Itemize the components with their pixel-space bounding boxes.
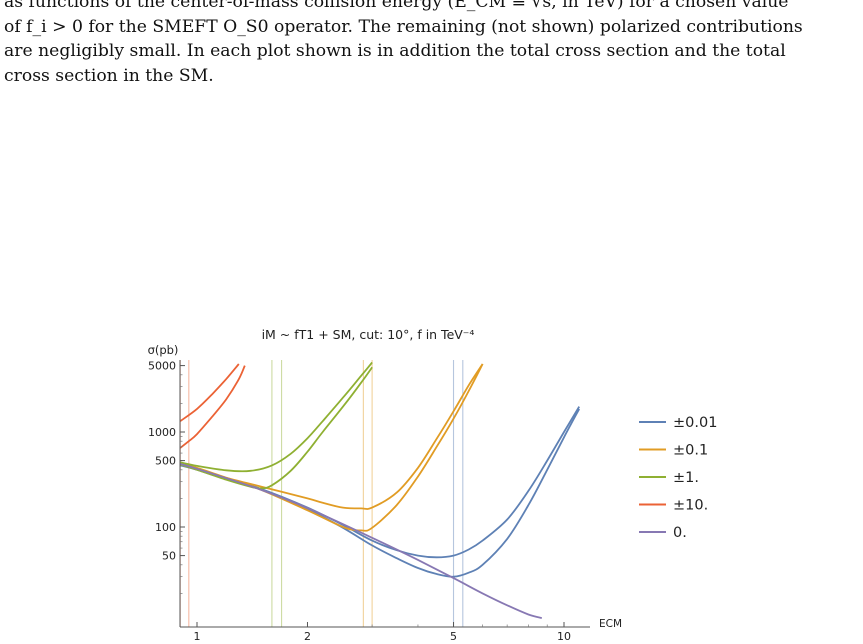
y-tick-label: 1000 bbox=[148, 426, 176, 439]
series-curve-5 bbox=[180, 366, 373, 490]
legend: ±0.01 ±0.1 ±1. ±10. 0. bbox=[639, 415, 717, 541]
legend-label-0: ±0.01 bbox=[673, 415, 717, 431]
caption-line-1: as functions of the center-of-mass colli… bbox=[4, 0, 789, 12]
cutoff-lines bbox=[179, 360, 464, 627]
x-tick-label: 5 bbox=[450, 630, 457, 643]
caption-line-2: of f_i > 0 for the SMEFT O_S0 operator. … bbox=[4, 16, 803, 37]
axes: 1 2 5 10 50 100 500 1000 5000 bbox=[148, 360, 590, 643]
series-curve-8 bbox=[180, 463, 543, 619]
legend-label-4: 0. bbox=[673, 525, 687, 541]
y-axis-label: σ(pb) bbox=[148, 343, 179, 357]
legend-label-3: ±10. bbox=[673, 498, 708, 514]
x-axis-label: ECM bbox=[599, 618, 622, 630]
series-curve-1 bbox=[180, 408, 580, 578]
chart-title: iM ~ fT1 + SM, cut: 10°, f in TeV⁻⁴ bbox=[262, 327, 475, 342]
series-curve-7 bbox=[180, 365, 246, 449]
x-tick-label: 1 bbox=[194, 630, 201, 643]
x-tick-label: 2 bbox=[304, 630, 311, 643]
series-curve-2 bbox=[180, 363, 484, 510]
caption-line-4: cross section in the SM. bbox=[4, 65, 214, 86]
legend-label-2: ±1. bbox=[673, 470, 699, 486]
y-tick-label: 500 bbox=[155, 455, 176, 468]
series-curves bbox=[180, 361, 580, 619]
caption: as functions of the center-of-mass colli… bbox=[4, 0, 856, 88]
y-tick-label: 100 bbox=[155, 521, 176, 534]
caption-line-3: are negligibly small. In each plot shown… bbox=[4, 41, 786, 62]
series-curve-4 bbox=[180, 361, 373, 473]
legend-label-1: ±0.1 bbox=[673, 443, 708, 459]
x-tick-label: 10 bbox=[557, 630, 571, 643]
y-tick-label: 50 bbox=[162, 550, 176, 563]
series-curve-6 bbox=[180, 363, 240, 422]
y-tick-label: 5000 bbox=[148, 360, 176, 373]
